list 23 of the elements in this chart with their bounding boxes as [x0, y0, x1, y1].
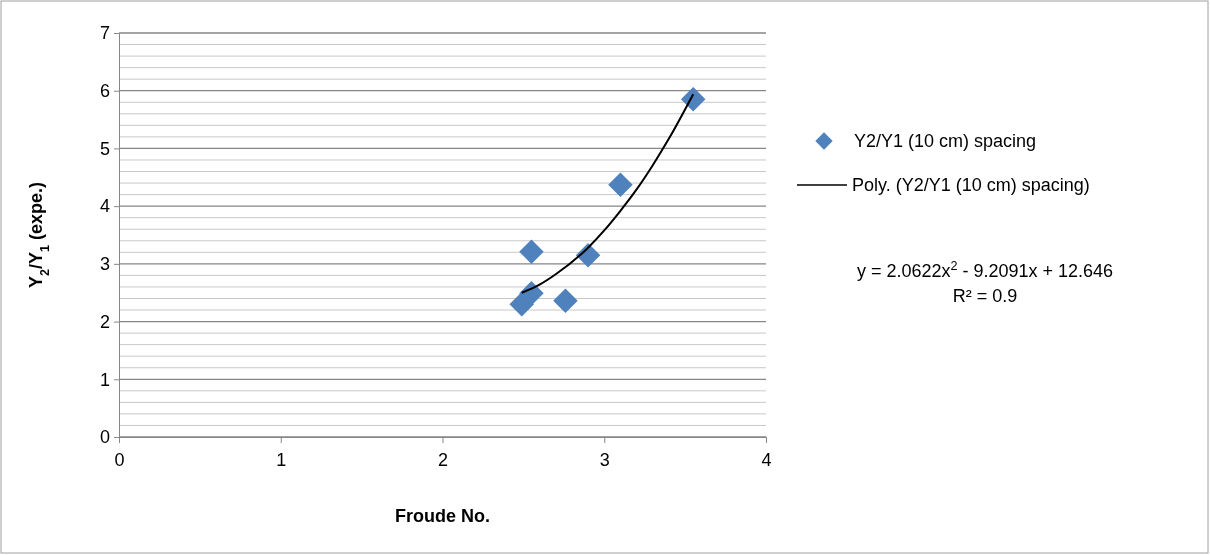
x-tick-label: 4 — [761, 449, 772, 470]
text: R² = 0.9 — [952, 286, 1018, 306]
y-tick-label: 7 — [99, 23, 110, 44]
point — [608, 172, 633, 198]
y-tick-label: 4 — [99, 196, 110, 217]
y-tick-label: 2 — [99, 311, 110, 332]
x-axis-title: Froude No. — [395, 506, 490, 526]
point — [509, 292, 534, 317]
y-tick-label: 0 — [99, 427, 110, 448]
y-tick-label: 5 — [99, 138, 110, 159]
text: y = 2.0622x$^{2}$ - 9.2091x + 12.646 — [856, 259, 1114, 281]
y-tick-label: 1 — [99, 369, 110, 390]
x-tick-label: 3 — [599, 449, 610, 470]
y-tick-label: 6 — [99, 80, 110, 101]
x-tick-label: 2 — [437, 449, 449, 470]
x-tick-label: 1 — [276, 449, 287, 470]
legend-label: Poly. (Y2/Y1 (10 cm) spacing) — [852, 175, 1090, 196]
y-tick-label: 3 — [99, 254, 110, 275]
point — [553, 288, 578, 314]
point — [680, 87, 706, 112]
x-tick-label: 0 — [114, 449, 125, 470]
point — [519, 239, 544, 264]
legend-label: Y2/Y1 (10 cm) spacing — [854, 131, 1037, 152]
